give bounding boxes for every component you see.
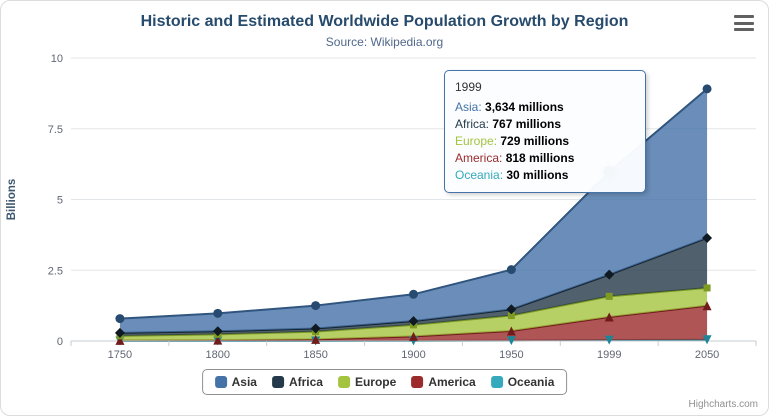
tooltip-row: Africa: 767 millions [455, 117, 562, 131]
series-area-america[interactable] [119, 305, 708, 341]
legend-label: Europe [354, 375, 397, 389]
svg-text:1950: 1950 [499, 349, 523, 361]
svg-text:1900: 1900 [401, 349, 425, 361]
legend-symbol [490, 376, 503, 388]
legend-item-america[interactable]: America [411, 375, 476, 389]
tooltip-row: Asia: 3,634 millions [455, 100, 564, 114]
svg-text:2050: 2050 [695, 349, 719, 361]
legend-symbol [214, 376, 227, 388]
legend-symbol [411, 376, 424, 388]
svg-text:1850: 1850 [303, 349, 327, 361]
legend-item-asia[interactable]: Asia [214, 375, 257, 389]
legend-label: America [428, 375, 476, 389]
legend-label: Asia [231, 375, 257, 389]
svg-text:1800: 1800 [206, 349, 230, 361]
y-axis-labels: 0 2.5 5 7.5 10 [48, 53, 63, 348]
x-axis-labels: 1750 1800 1850 1900 1950 1999 2050 [108, 349, 720, 361]
hamburger-icon[interactable] [734, 15, 754, 31]
legend: Asia Africa Europe America Oceania [201, 369, 568, 395]
tooltip-row: Europe: 729 millions [455, 134, 570, 148]
series-markers-america[interactable] [115, 301, 712, 345]
tooltip-header: 1999 [455, 80, 482, 94]
hamburger-bar [734, 21, 754, 25]
tooltip: 1999 Asia: 3,634 millions Africa: 767 mil… [444, 70, 646, 193]
tooltip-row: America: 818 millions [455, 151, 575, 165]
series-area-africa[interactable] [119, 237, 708, 336]
series-markers-africa[interactable] [114, 232, 713, 338]
legend-item-oceania[interactable]: Oceania [490, 375, 555, 389]
svg-text:7.5: 7.5 [48, 124, 63, 136]
y-axis-title: Billions [6, 179, 18, 221]
legend-symbol [271, 376, 284, 388]
svg-text:1999: 1999 [597, 349, 621, 361]
svg-text:1750: 1750 [108, 349, 132, 361]
chart-subtitle: Source: Wikipedia.org [325, 35, 444, 49]
svg-text:10: 10 [51, 53, 63, 65]
legend-item-europe[interactable]: Europe [337, 375, 397, 389]
chart-title: Historic and Estimated Worldwide Populat… [140, 13, 629, 30]
legend-symbol [337, 376, 350, 388]
hamburger-bar [734, 15, 754, 18]
svg-text:0: 0 [57, 336, 63, 348]
tooltip-row: Oceania: 30 millions [455, 168, 569, 182]
series-area-asia[interactable] [119, 88, 708, 333]
legend-label: Africa [288, 375, 323, 389]
svg-text:2.5: 2.5 [48, 265, 63, 277]
highcharts-credit-link[interactable]: Highcharts.com [688, 399, 758, 410]
legend-item-africa[interactable]: Africa [271, 375, 323, 389]
svg-text:5: 5 [57, 195, 63, 207]
legend-label: Oceania [507, 375, 555, 389]
hamburger-bar [734, 28, 754, 31]
